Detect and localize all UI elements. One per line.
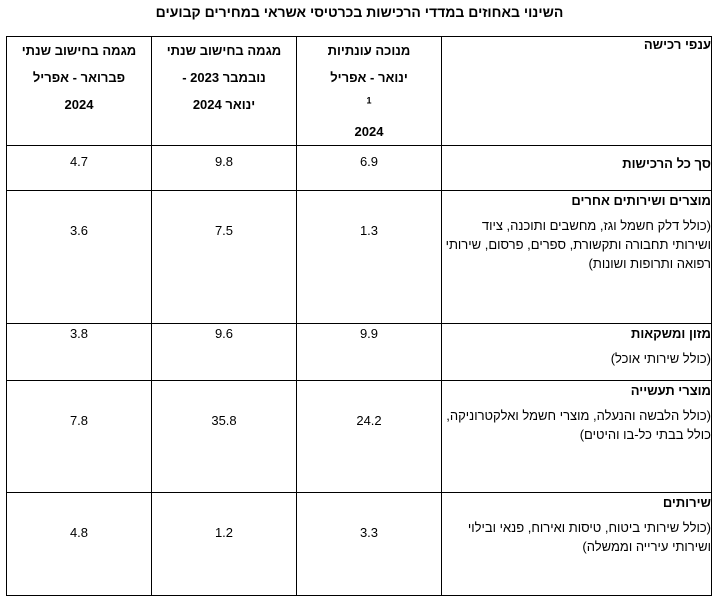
header-line: מנוכה עונתיות	[327, 43, 411, 58]
cell-value: 3.8	[6, 323, 152, 381]
cell-value: 35.8	[151, 380, 297, 493]
cell-value: 9.9	[296, 323, 442, 381]
row-name: מוצרי תעשייה	[630, 383, 711, 398]
cell-value: 4.7	[6, 145, 152, 191]
table-header-row: ענפי רכישה מנוכה עונתיות ינואר - אפריל 1…	[6, 36, 712, 146]
cell-value: 9.8	[151, 145, 297, 191]
cell-value: 1.2	[151, 492, 297, 596]
cell-value: 9.6	[151, 323, 297, 381]
cell-value: 24.2	[296, 380, 442, 493]
header-branch: ענפי רכישה	[441, 36, 712, 146]
row-description: (כולל דלק חשמל וגז, מחשבים ותוכנה, ציוד …	[445, 218, 711, 271]
purchases-table: ענפי רכישה מנוכה עונתיות ינואר - אפריל 1…	[6, 36, 712, 596]
table-row: שירותים (כולל שירותי ביטוח, טיסות ואירוח…	[6, 492, 712, 596]
cell-value: 7.5	[151, 190, 297, 324]
row-description: (כולל שירותי ביטוח, טיסות ואירוח, פנאי ו…	[467, 520, 711, 554]
header-trend-feb-apr: מגמה בחישוב שנתי פברואר - אפריל 2024	[6, 36, 152, 146]
header-line: פברואר - אפריל	[32, 70, 126, 85]
header-line: 1 2024	[297, 91, 441, 145]
cell-value: 6.9	[296, 145, 442, 191]
header-line: ינואר 2024	[192, 97, 256, 112]
row-branch: סך כל הרכישות	[441, 145, 712, 191]
cell-value: 1.3	[296, 190, 442, 324]
row-branch: מזון ומשקאות (כולל שירותי אוכל)	[441, 323, 712, 381]
cell-value: 3.3	[296, 492, 442, 596]
table-row: מזון ומשקאות (כולל שירותי אוכל) 9.9 9.6 …	[6, 323, 712, 381]
footnote-marker: 1	[366, 95, 372, 106]
header-line: 2024	[64, 97, 94, 112]
cell-value: 3.6	[6, 190, 152, 324]
row-branch: מוצרים ושירותים אחרים (כולל דלק חשמל וגז…	[441, 190, 712, 324]
row-description: (כולל הלבשה והנעלה, מוצרי חשמל ואלקטרוני…	[446, 408, 711, 442]
cell-value: 4.8	[6, 492, 152, 596]
row-branch: שירותים (כולל שירותי ביטוח, טיסות ואירוח…	[441, 492, 712, 596]
row-description: (כולל שירותי אוכל)	[610, 351, 711, 366]
page-title: השינוי באחוזים במדדי הרכישות בכרטיסי אשר…	[155, 4, 564, 20]
table-row: מוצרים ושירותים אחרים (כולל דלק חשמל וגז…	[6, 190, 712, 324]
cell-value: 7.8	[6, 380, 152, 493]
row-name: מוצרים ושירותים אחרים	[571, 193, 711, 208]
header-seasonally-adjusted: מנוכה עונתיות ינואר - אפריל 1 2024	[296, 36, 442, 146]
header-trend-nov-jan: מגמה בחישוב שנתי נובמבר 2023 - ינואר 202…	[151, 36, 297, 146]
header-line: נובמבר 2023 -	[182, 70, 266, 85]
header-year: 2024	[354, 124, 384, 139]
row-branch: מוצרי תעשייה (כולל הלבשה והנעלה, מוצרי ח…	[441, 380, 712, 493]
header-line: מגמה בחישוב שנתי	[21, 43, 137, 58]
table-row: סך כל הרכישות 6.9 9.8 4.7	[6, 145, 712, 191]
row-name: סך כל הרכישות	[622, 156, 711, 171]
row-name: שירותים	[662, 495, 711, 510]
header-line: מגמה בחישוב שנתי	[166, 43, 282, 58]
table-row: מוצרי תעשייה (כולל הלבשה והנעלה, מוצרי ח…	[6, 380, 712, 493]
row-name: מזון ומשקאות	[631, 326, 711, 341]
header-line: ינואר - אפריל	[330, 70, 408, 85]
